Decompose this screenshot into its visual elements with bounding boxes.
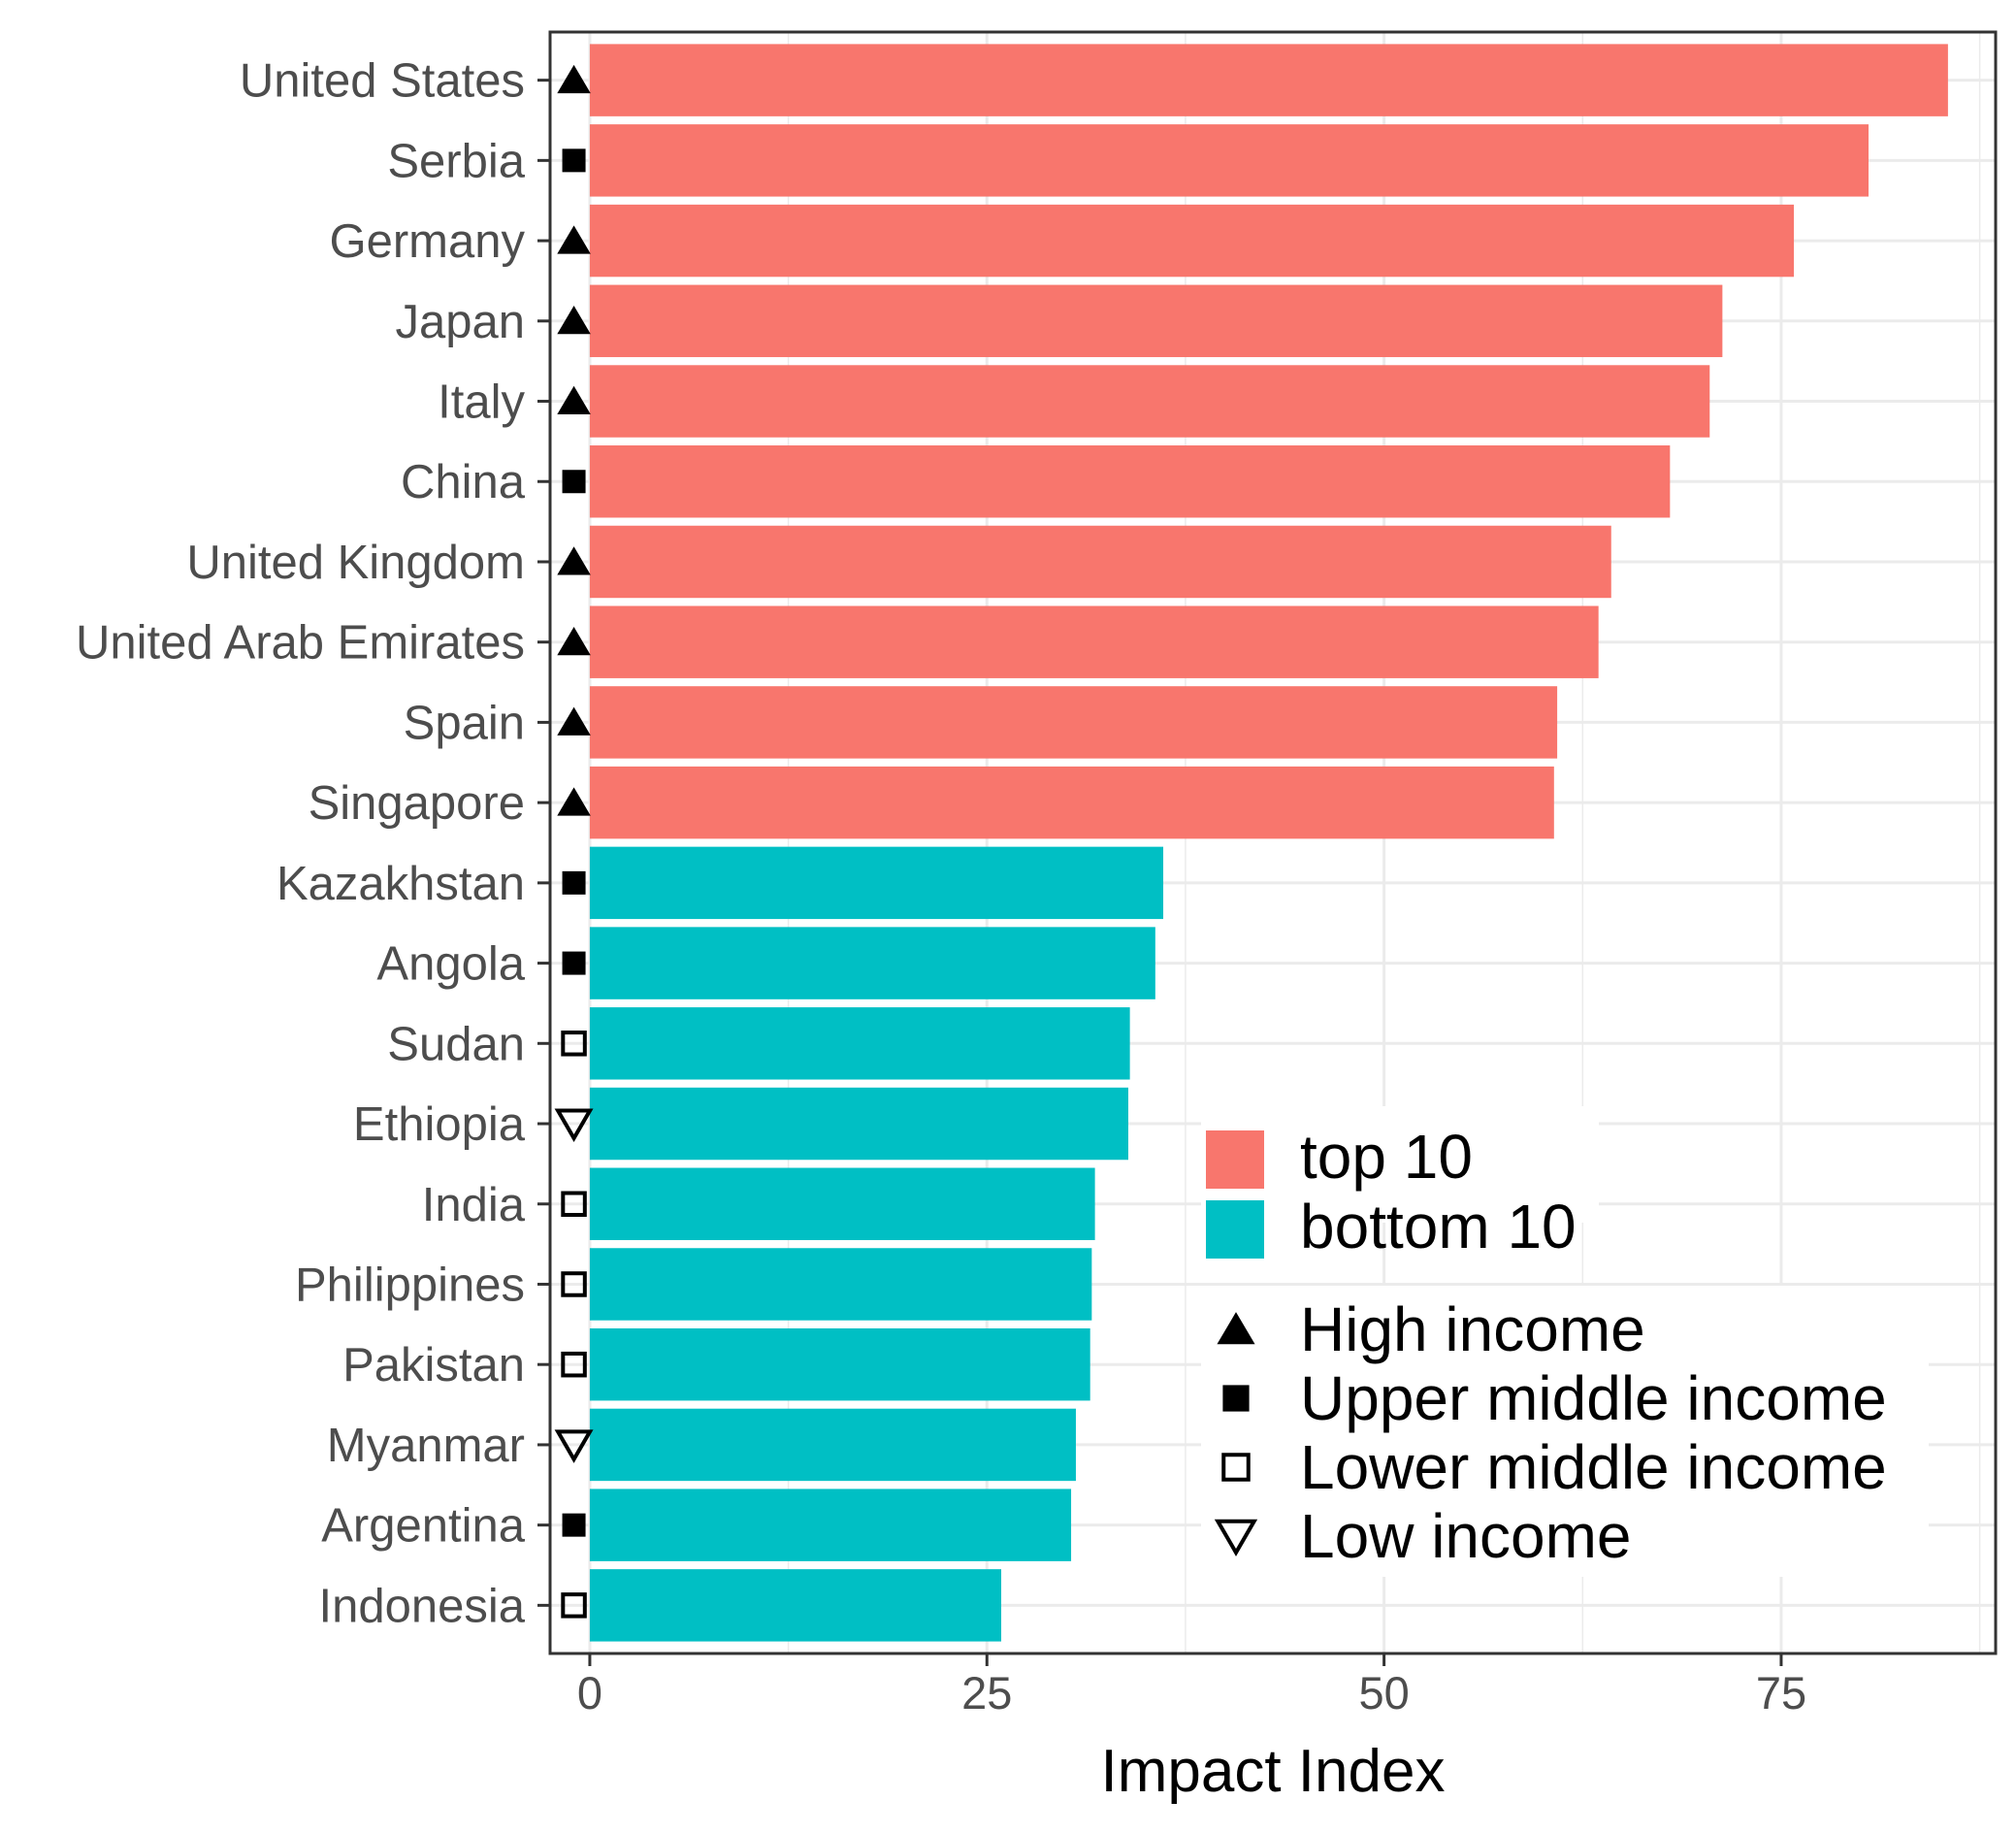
- legend-shape-key: [1214, 1519, 1258, 1556]
- y-tick-label: Serbia: [387, 135, 525, 187]
- y-tick-label: Myanmar: [327, 1420, 525, 1472]
- income-marker: [561, 1031, 587, 1057]
- legend-fill-key: [1206, 1200, 1264, 1259]
- y-tick-label: Kazakhstan: [276, 858, 525, 910]
- bar: [589, 1327, 1090, 1401]
- bar: [589, 606, 1599, 678]
- x-tick-label: 50: [1358, 1667, 1409, 1718]
- income-marker: [562, 870, 586, 895]
- y-tick-label: United States: [240, 55, 525, 108]
- legend-fill-background: [1201, 1106, 1599, 1223]
- bar: [589, 284, 1723, 358]
- bar: [589, 1087, 1128, 1161]
- y-tick-label: Argentina: [321, 1500, 526, 1553]
- legend-shape-key: [1221, 1453, 1251, 1482]
- y-tick-label: China: [401, 456, 526, 508]
- bar: [589, 365, 1710, 438]
- bar: [589, 204, 1795, 278]
- bars-layer: [589, 44, 1948, 1642]
- income-marker: [562, 148, 586, 173]
- bar: [589, 927, 1155, 999]
- legend-fill-key: [1206, 1130, 1264, 1189]
- income-marker: [557, 787, 591, 816]
- bar: [589, 846, 1164, 920]
- income-marker: [557, 546, 591, 575]
- bar: [589, 1248, 1092, 1321]
- y-tick-label: Indonesia: [318, 1580, 525, 1632]
- bar: [589, 686, 1558, 759]
- legend-shape-background: [1201, 1286, 1929, 1577]
- x-tick-label: 75: [1756, 1667, 1806, 1718]
- income-marker: [562, 951, 586, 975]
- legend-shape-label: Upper middle income: [1300, 1363, 1887, 1433]
- income-marker: [554, 1108, 594, 1143]
- y-tick-label: Germany: [329, 215, 525, 268]
- y-tick-label: Italy: [438, 376, 525, 429]
- income-marker: [557, 306, 591, 335]
- bar: [589, 445, 1671, 518]
- y-tick-label: United Arab Emirates: [76, 617, 525, 670]
- legend-shape-label: Low income: [1300, 1501, 1632, 1571]
- legend-shape-label: High income: [1300, 1294, 1645, 1364]
- y-tick-label: Pakistan: [342, 1339, 525, 1391]
- x-tick-label: 25: [961, 1667, 1012, 1718]
- y-tick-label: Singapore: [309, 777, 525, 830]
- y-tick-label: Sudan: [387, 1018, 525, 1070]
- legend-fill-label: top 10: [1300, 1122, 1473, 1192]
- bar: [589, 1489, 1072, 1561]
- x-axis-title: Impact Index: [1101, 1738, 1446, 1805]
- x-axis: 0 25 50 75: [577, 1653, 1806, 1718]
- income-marker: [557, 706, 591, 736]
- income-marker: [557, 385, 591, 415]
- bar: [589, 766, 1554, 839]
- income-marker: [561, 1351, 587, 1378]
- bar: [589, 1569, 1002, 1642]
- income-marker: [562, 1513, 586, 1537]
- income-marker: [557, 626, 591, 656]
- bar: [589, 1408, 1076, 1482]
- bar: [589, 44, 1948, 116]
- bar: [589, 124, 1870, 197]
- y-tick-label: Angola: [376, 938, 525, 991]
- income-markers-layer: [554, 64, 594, 1619]
- legend-shape-label: Lower middle income: [1300, 1432, 1887, 1502]
- y-tick-label: India: [422, 1179, 526, 1231]
- y-tick-label: Philippines: [295, 1259, 525, 1311]
- income-marker: [561, 1271, 587, 1297]
- legend-shape-key: [1222, 1385, 1250, 1412]
- bar: [589, 1167, 1095, 1240]
- y-tick-label: Ethiopia: [353, 1098, 526, 1151]
- y-axis: United States Serbia Germany Japan Italy Chin…: [76, 55, 550, 1632]
- y-tick-label: United Kingdom: [186, 537, 525, 589]
- plot-panel-border: [548, 30, 1998, 1655]
- income-marker: [557, 225, 591, 254]
- legend-shape-key: [1217, 1312, 1255, 1345]
- income-marker: [561, 1191, 587, 1218]
- income-marker: [554, 1429, 594, 1463]
- bar: [589, 1007, 1130, 1080]
- legend-fill-label: bottom 10: [1300, 1192, 1577, 1261]
- income-marker: [557, 64, 591, 94]
- bar: [589, 525, 1611, 599]
- x-tick-label: 0: [577, 1667, 602, 1718]
- income-marker: [561, 1592, 587, 1619]
- income-marker: [562, 470, 586, 494]
- y-tick-label: Japan: [395, 296, 525, 348]
- y-tick-label: Spain: [404, 697, 525, 749]
